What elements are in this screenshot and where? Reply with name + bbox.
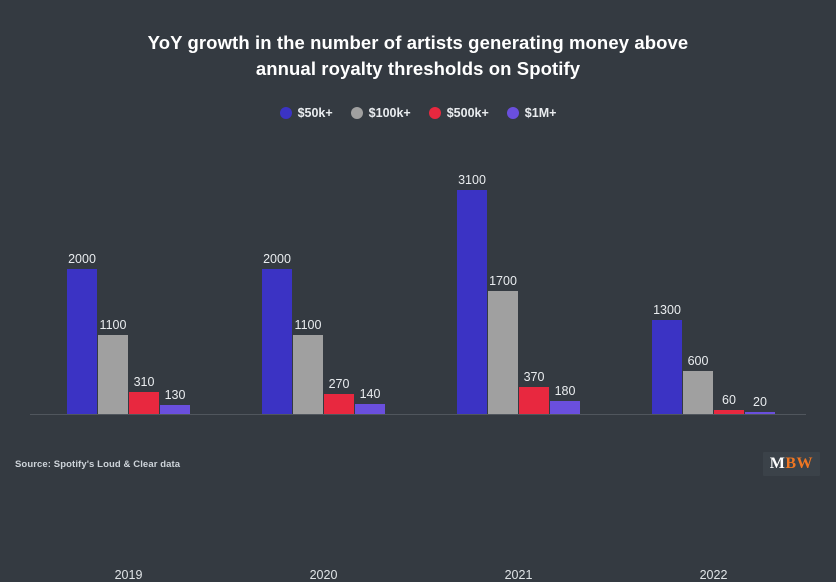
source-note: Source: Spotify's Loud & Clear data: [15, 459, 181, 470]
bar-value-label: 1300: [653, 303, 681, 317]
bar-item[interactable]: 270: [324, 150, 354, 414]
bar-rect[interactable]: [745, 412, 775, 414]
bar-value-label: 270: [328, 377, 350, 391]
bar-rect[interactable]: [98, 335, 128, 414]
bar-group-2020: 2000 1100 270 140: [262, 150, 385, 414]
bar-item[interactable]: 310: [129, 150, 159, 414]
logo-text-m: M: [769, 455, 786, 472]
legend-label: $1M+: [524, 106, 557, 120]
bar-value-label: 310: [133, 375, 155, 389]
bar-rect[interactable]: [683, 371, 713, 414]
bar-value-label: 20: [753, 395, 767, 409]
bar-rect[interactable]: [355, 404, 385, 414]
bar-item[interactable]: 1300: [652, 150, 682, 414]
bar-item[interactable]: 180: [550, 150, 580, 414]
bar-item[interactable]: 1700: [488, 150, 518, 414]
x-axis-tick-2021: 2021: [504, 568, 533, 582]
bar-rect[interactable]: [714, 410, 744, 414]
plot-area: 2000 1100 310 130 2019 2000 1100 270 140 2020 3100…: [30, 150, 806, 582]
bar-rect[interactable]: [519, 387, 549, 414]
legend-item-500k[interactable]: $500k+: [428, 106, 489, 120]
bar-value-label: 1700: [489, 274, 517, 288]
x-axis-tick-2019: 2019: [114, 568, 143, 582]
legend-label: $500k+: [446, 106, 489, 120]
bar-value-label: 3100: [458, 173, 486, 187]
chart-legend: $50k+ $100k+ $500k+ $1M+: [0, 106, 836, 120]
bar-rect[interactable]: [652, 320, 682, 414]
bar-item[interactable]: 1100: [293, 150, 323, 414]
legend-label: $100k+: [368, 106, 411, 120]
legend-item-100k[interactable]: $100k+: [350, 106, 411, 120]
bar-item[interactable]: 600: [683, 150, 713, 414]
page-title: YoY growth in the number of artists gene…: [0, 30, 836, 82]
bar-rect[interactable]: [262, 269, 292, 414]
bar-rect[interactable]: [550, 401, 580, 414]
bar-value-label: 2000: [263, 252, 291, 266]
x-axis-tick-2022: 2022: [699, 568, 728, 582]
bar-rect[interactable]: [67, 269, 97, 414]
logo-text-bw: BW: [785, 455, 813, 472]
bar-item[interactable]: 20: [745, 150, 775, 414]
legend-swatch-icon: [506, 107, 519, 119]
bar-group-2021: 3100 1700 370 180: [457, 150, 580, 414]
bar-item[interactable]: 3100: [457, 150, 487, 414]
bar-rect[interactable]: [293, 335, 323, 414]
bar-value-label: 130: [164, 388, 186, 402]
bar-value-label: 1100: [294, 318, 322, 332]
bar-rect[interactable]: [160, 405, 190, 414]
x-axis-tick-2020: 2020: [309, 568, 338, 582]
bar-item[interactable]: 140: [355, 150, 385, 414]
bar-value-label: 1100: [99, 318, 127, 332]
chart-container: YoY growth in the number of artists gene…: [0, 30, 836, 582]
legend-swatch-icon: [279, 107, 292, 119]
bar-rect[interactable]: [457, 190, 487, 414]
bar-item[interactable]: 60: [714, 150, 744, 414]
bar-value-label: 2000: [68, 252, 96, 266]
bar-group-2022: 1300 600 60 20: [652, 150, 775, 414]
bar-group-2019: 2000 1100 310 130: [67, 150, 190, 414]
bar-item[interactable]: 2000: [262, 150, 292, 414]
bar-value-label: 600: [687, 354, 709, 368]
bar-rect[interactable]: [324, 394, 354, 414]
bar-value-label: 370: [523, 370, 545, 384]
legend-label: $50k+: [297, 106, 333, 120]
x-axis-line: [30, 414, 806, 415]
legend-swatch-icon: [428, 107, 441, 119]
bar-item[interactable]: 1100: [98, 150, 128, 414]
bar-value-label: 140: [359, 387, 381, 401]
bar-value-label: 60: [722, 393, 736, 407]
bar-item[interactable]: 370: [519, 150, 549, 414]
bar-item[interactable]: 2000: [67, 150, 97, 414]
legend-item-50k[interactable]: $50k+: [279, 106, 333, 120]
legend-swatch-icon: [350, 107, 363, 119]
title-line-2: annual royalty thresholds on Spotify: [255, 58, 581, 79]
mbw-logo: MBW: [762, 452, 820, 476]
title-line-1: YoY growth in the number of artists gene…: [147, 32, 689, 53]
bar-rect[interactable]: [488, 291, 518, 414]
bar-value-label: 180: [554, 384, 576, 398]
legend-item-1m[interactable]: $1M+: [506, 106, 557, 120]
bar-rect[interactable]: [129, 392, 159, 414]
bar-item[interactable]: 130: [160, 150, 190, 414]
